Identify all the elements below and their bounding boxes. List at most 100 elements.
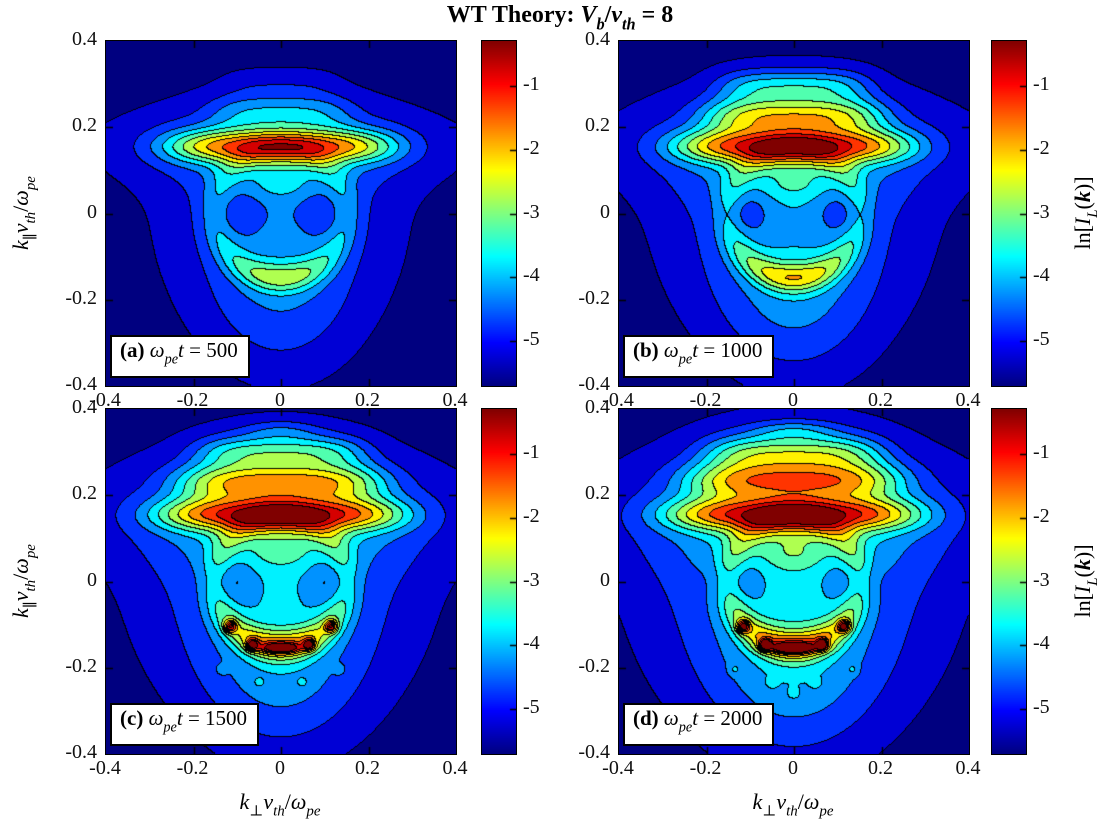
colorbar-c [481,408,517,755]
x-tick-label: -0.4 [602,757,634,779]
math-token: v [8,590,34,601]
math-token: = 2000 [698,705,763,730]
colorbar-tick-label: -3 [523,568,540,591]
colorbar-tick-label: -1 [523,440,540,463]
y-tick-label: 0.4 [72,28,97,50]
panel-c: (c) ωpet = 1500 [105,408,457,755]
math-token: pe [164,351,179,368]
math-token: = 500 [183,337,238,362]
x-tick-label: 0 [788,757,798,779]
math-token: k [752,789,763,814]
y-tick-label: 0.2 [585,114,610,137]
math-token: / [8,205,34,212]
y-tick-label: 0.4 [585,396,610,418]
y-tick-label: -0.4 [578,741,610,763]
colorbar-tick-label: -4 [523,264,540,287]
colorbar-a [481,40,517,387]
x-axis-label-col2: k⊥vth/ωpe [752,789,833,821]
colorbar-tick-label: -5 [523,696,540,719]
x-tick-label: -0.2 [176,757,209,779]
x-tick-label: 0.2 [868,757,893,779]
math-token: (b) [633,337,664,362]
math-token: (c) [120,705,149,730]
x-tick-label: -0.2 [689,389,722,411]
x-axis-label-col1: k⊥vth/ωpe [239,789,320,821]
math-token: ω [663,705,679,730]
math-token: v [8,222,34,233]
math-token: / [797,789,804,814]
x-tick-label: 0.4 [955,389,981,411]
x-tick-label: -0.2 [176,389,209,411]
y-tick-label: -0.4 [65,741,97,763]
x-tick-label: 0.2 [355,389,380,411]
math-token: ⊥ [249,803,264,820]
panel-a: (a) ωpet = 500 [105,40,457,387]
x-tick-label: 0 [275,757,285,779]
y-axis-label-row2: k∥vth/ωpe [8,544,40,618]
colorbar-tick-label: -5 [1033,328,1050,351]
y-tick-label: 0.4 [72,396,97,418]
math-token: ⊥ [762,803,777,820]
x-tick-label: 0.4 [442,757,468,779]
y-tick-label: 0 [600,200,610,223]
x-tick-label: 0 [275,389,285,411]
math-token: t [692,705,699,730]
contour-plot-c [105,408,457,755]
panel-b: (b) ωpet = 1000 [618,40,970,387]
math-token: v [263,789,274,814]
math-token: v [776,789,787,814]
x-tick-label: -0.2 [689,757,722,779]
colorbar-tick-label: -4 [1033,264,1050,287]
y-tick-label: -0.2 [578,654,610,677]
panel-d: (d) ωpet = 2000 [618,408,970,755]
x-tick-label: 0.4 [955,757,981,779]
math-token: t [178,337,184,362]
math-token: th [786,803,798,820]
math-token: pe [22,175,39,190]
contour-plot-a [105,40,457,387]
colorbar-b [991,40,1027,387]
x-tick-label: 0.4 [442,389,468,411]
math-token: (d) [633,705,664,730]
colorbar-tick-label: -2 [1033,504,1050,527]
math-token: )] [1070,543,1096,559]
y-tick-label: -0.2 [578,286,610,309]
y-tick-label: -0.4 [578,373,610,395]
y-tick-label: 0.2 [585,482,610,505]
colorbar-tick-label: -5 [523,328,540,351]
colorbar-tick-label: -1 [1033,72,1050,95]
colorbar-tick-label: -4 [523,632,540,655]
math-token: t [176,705,183,730]
math-token: ω [663,337,679,362]
colorbar-tick-label: -2 [523,504,540,527]
y-tick-label: 0.2 [72,114,97,137]
x-tick-label: -0.4 [89,389,121,411]
math-token: ∥ [22,232,39,240]
contour-plot-b [618,40,970,387]
math-token: pe [22,543,39,558]
math-token: pe [306,803,321,820]
colorbar-tick-label: -3 [523,200,540,223]
math-token: WT Theory: [446,2,581,28]
x-tick-label: 0.2 [355,757,380,779]
math-token: (a) [120,337,150,362]
math-token: th [622,14,636,34]
math-token: t [692,337,699,362]
y-tick-label: -0.2 [65,654,97,677]
math-token: ω [8,189,34,206]
panel-b-label: (b) ωpet = 1000 [623,334,775,378]
math-token: ω [148,705,164,730]
colorbar-tick-label: -2 [1033,136,1050,159]
panel-c-label: (c) ωpet = 1500 [110,702,260,746]
math-token: ln[ [1070,224,1096,250]
math-token: = 8 [635,2,674,28]
y-tick-label: 0 [87,568,97,591]
colorbar-tick-label: -2 [523,136,540,159]
math-token: k [8,607,34,618]
colorbar-tick-label: -4 [1033,632,1050,655]
y-tick-label: 0 [600,568,610,591]
y-tick-label: -0.2 [65,286,97,309]
figure-title: WT Theory: Vb/vth = 8 [0,0,1120,35]
math-token: = 1000 [698,337,763,362]
